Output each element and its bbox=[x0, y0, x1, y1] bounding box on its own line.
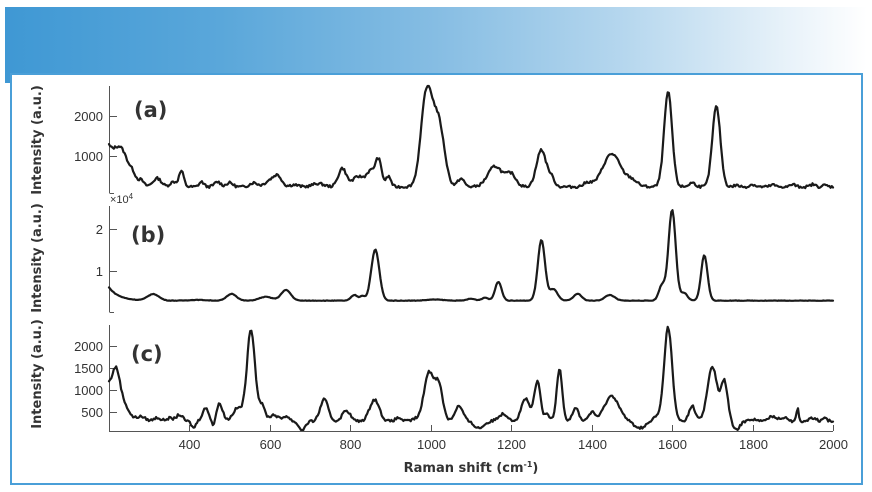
ytick-label-a-2000: 2000 bbox=[74, 109, 103, 124]
panel-b: ×104 2 1 (b) bbox=[96, 192, 835, 313]
panel-c: 2000 1500 1000 500 (c) bbox=[74, 325, 835, 432]
spectrum-line-b bbox=[107, 209, 835, 302]
spectrum-line-a bbox=[107, 84, 835, 190]
ytick-label-c-500: 500 bbox=[81, 405, 103, 420]
ytick-label-b-1: 1 bbox=[96, 264, 103, 279]
xtick-label-1000: 1000 bbox=[417, 437, 446, 452]
panel-label-b: (b) bbox=[131, 223, 165, 247]
xtick-label-1600: 1600 bbox=[658, 437, 687, 452]
ytick-label-b-2: 2 bbox=[96, 222, 103, 237]
panel-label-c: (c) bbox=[131, 342, 163, 366]
x-ticks: 400 600 800 1000 1200 1400 1600 1800 2000 bbox=[179, 425, 848, 452]
y-axis-label-b: Intensity (a.u.) bbox=[30, 203, 45, 313]
ytick-label-c-1000: 1000 bbox=[74, 383, 103, 398]
ytick-label-a-1000: 1000 bbox=[74, 149, 103, 164]
y-multiplier-b: ×104 bbox=[110, 192, 134, 206]
panel-a: 2000 1000 (a) bbox=[74, 84, 835, 194]
ytick-label-c-2000: 2000 bbox=[74, 339, 103, 354]
y-axis-label-a: Intensity (a.u.) bbox=[30, 85, 45, 195]
spectrum-line-c bbox=[107, 325, 835, 432]
xtick-label-800: 800 bbox=[340, 437, 362, 452]
ytick-label-c-1500: 1500 bbox=[74, 361, 103, 376]
header-banner bbox=[5, 7, 867, 83]
xtick-label-1800: 1800 bbox=[739, 437, 768, 452]
xtick-label-1200: 1200 bbox=[497, 437, 526, 452]
x-axis-label: Raman shift (cm-1) bbox=[404, 460, 539, 476]
xtick-label-400: 400 bbox=[179, 437, 201, 452]
y-axis-label-c: Intensity (a.u.) bbox=[30, 319, 45, 429]
xtick-label-2000: 2000 bbox=[819, 437, 848, 452]
xtick-label-1400: 1400 bbox=[578, 437, 607, 452]
xtick-label-600: 600 bbox=[260, 437, 282, 452]
panel-label-a: (a) bbox=[134, 98, 167, 122]
x-axis: 400 600 800 1000 1200 1400 1600 1800 2000 Raman … bbox=[109, 425, 848, 476]
